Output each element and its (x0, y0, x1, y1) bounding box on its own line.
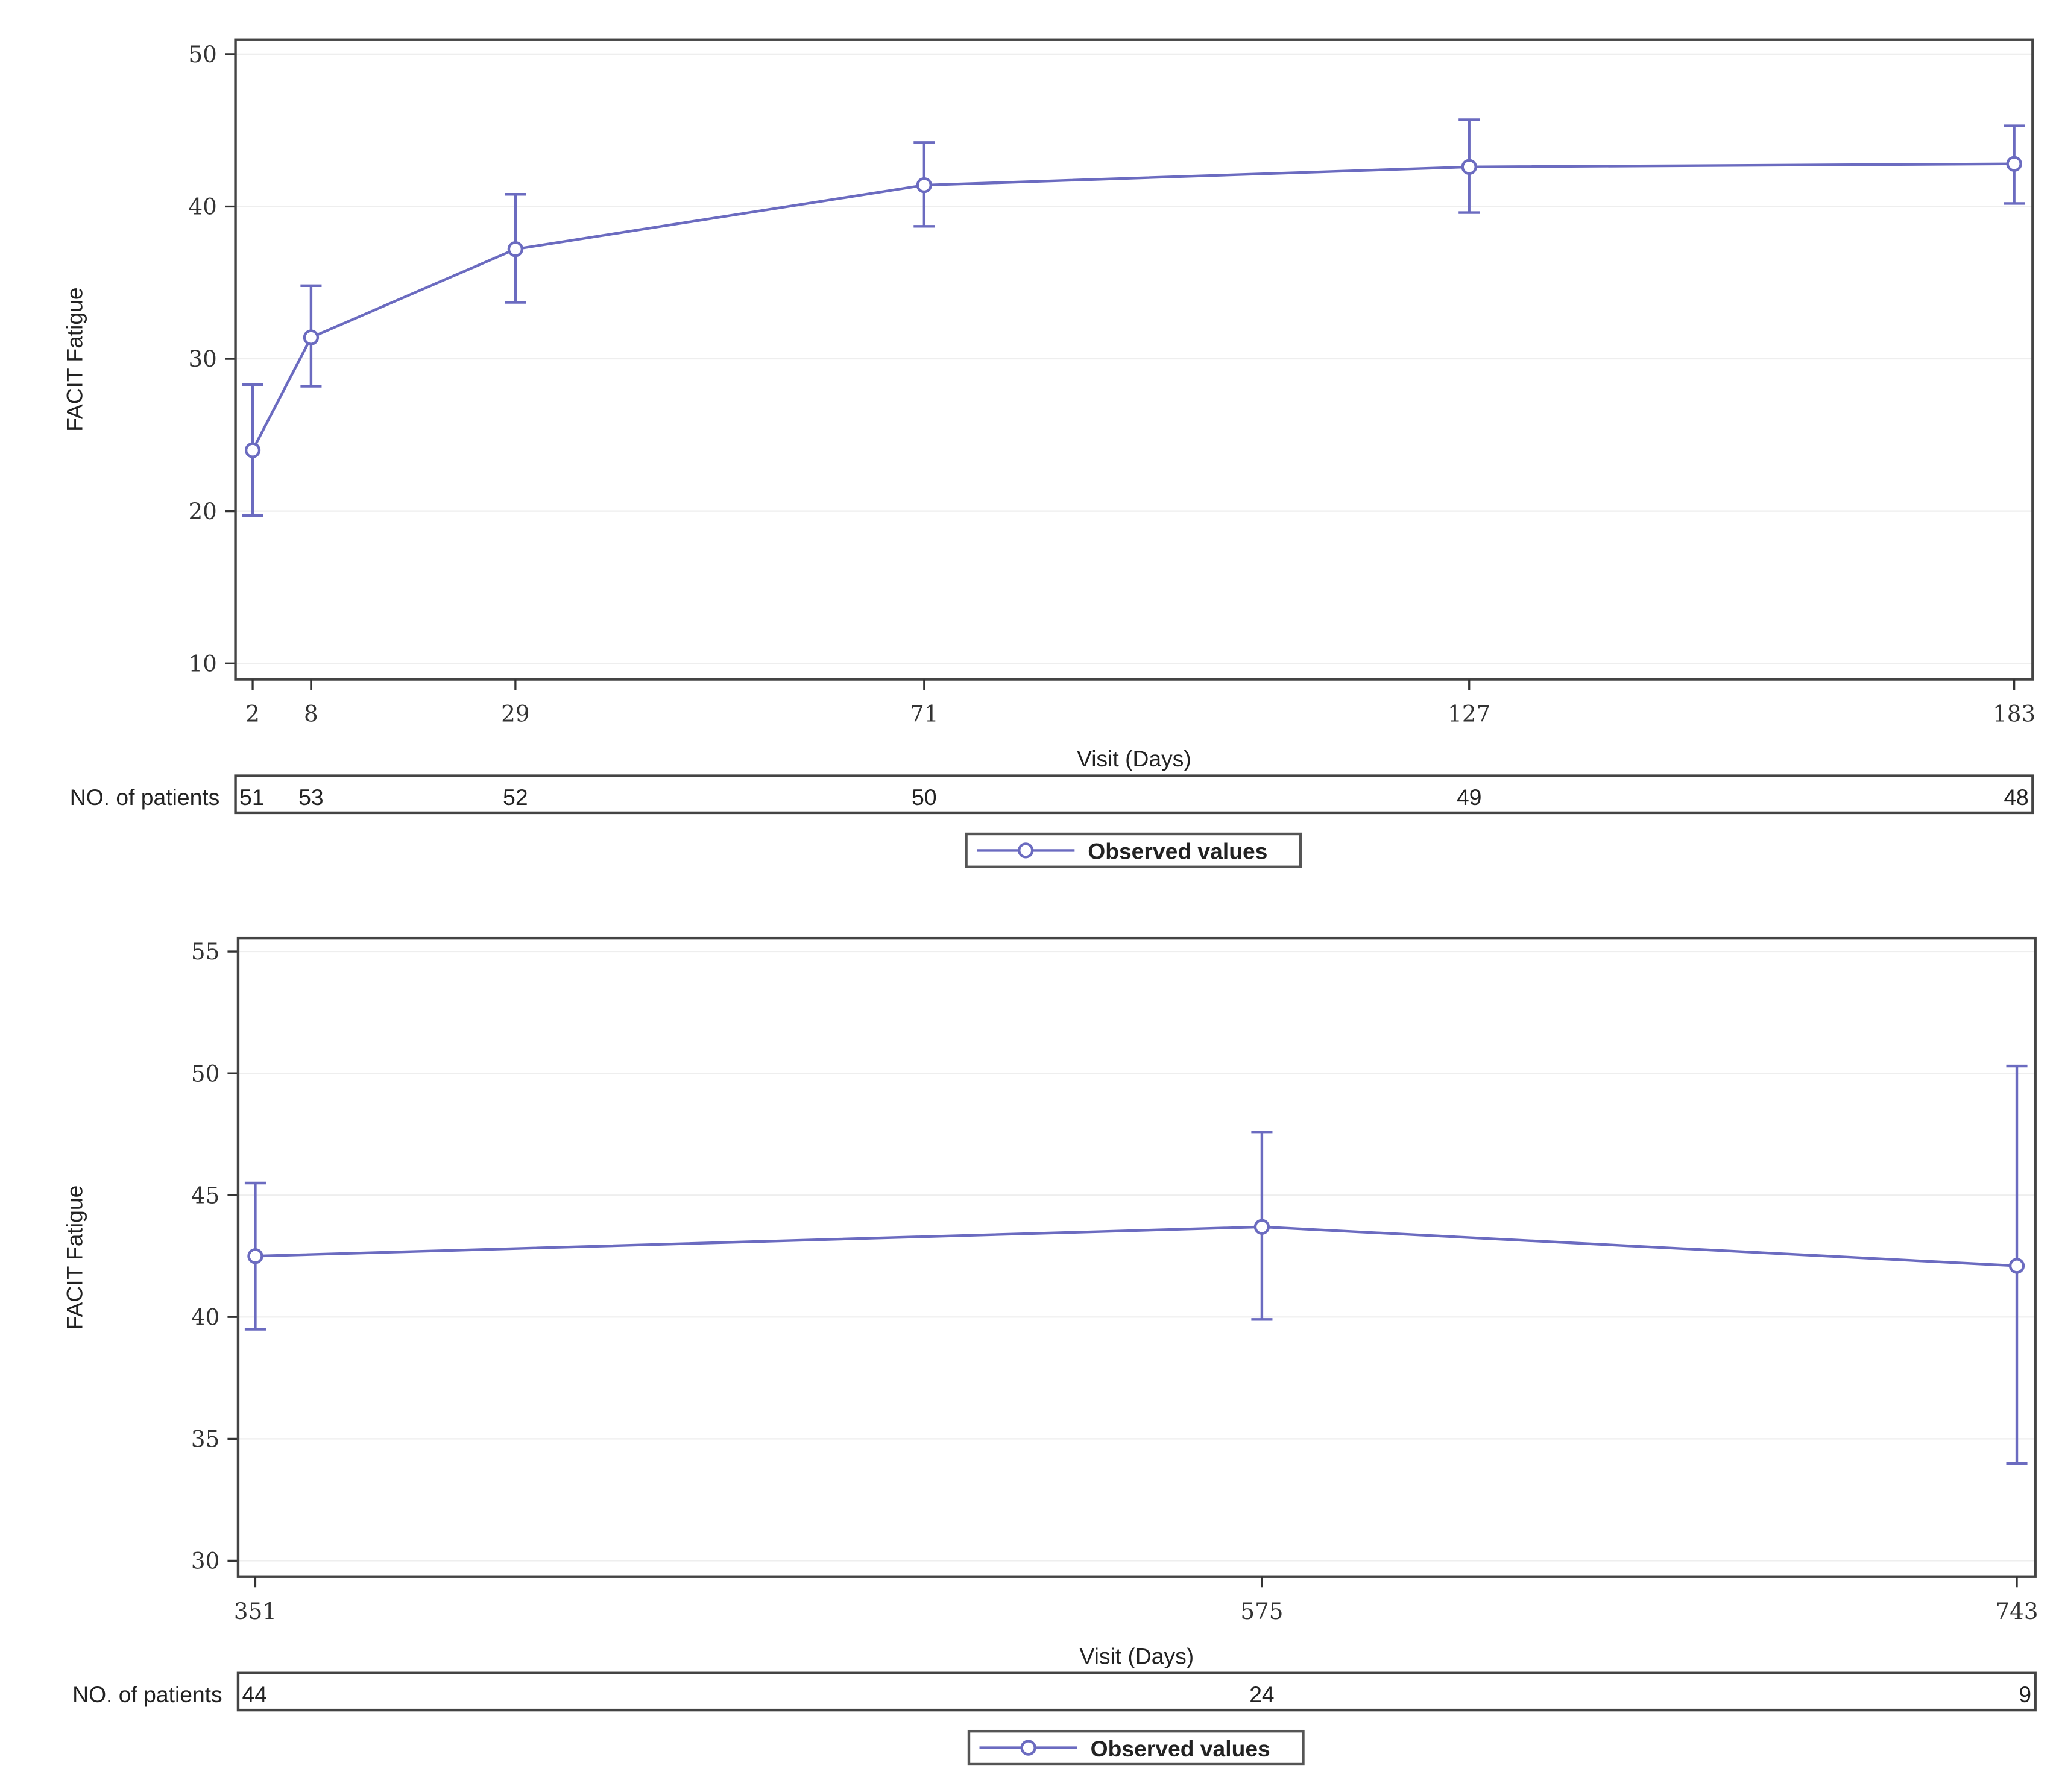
y-tick-label: 20 (188, 498, 216, 525)
legend-marker-icon (1018, 842, 1034, 859)
x-tick-label: 351 (234, 1598, 277, 1624)
data-point (507, 241, 524, 257)
legend-box (967, 1729, 1305, 1766)
y-tick-label: 45 (191, 1182, 219, 1208)
x-tick-label: 2 (245, 701, 260, 727)
series-line (251, 162, 2014, 451)
data-point (244, 442, 261, 458)
chart-panel-2: 30 35 40 45 50 55 351 575 743 Visit (Days) FACIT F… (61, 936, 2038, 1766)
patients-label: NO. of patients (72, 1682, 222, 1707)
x-tick-label: 29 (501, 701, 529, 727)
patients-label: NO. of patients (70, 784, 219, 810)
y-tick-label: 30 (191, 1548, 219, 1574)
patients-box (236, 1671, 2037, 1712)
y-tick-label: 10 (188, 650, 216, 677)
data-point (2006, 156, 2022, 172)
legend-label: Observed values (1091, 1736, 1270, 1761)
patients-count: 24 (1249, 1682, 1274, 1707)
y-axis-label: FACIT Fatigue (61, 287, 87, 431)
x-axis-label: Visit (Days) (1077, 746, 1191, 771)
x-axis-label: Visit (Days) (1079, 1643, 1194, 1668)
chart-panel-1: 10 20 30 40 50 2 8 29 71 127 183 Visit (Days) FACIT … (61, 38, 2035, 868)
plot-frame (234, 38, 2034, 681)
legend: Observed values (967, 1729, 1305, 1766)
patients-count: 49 (1457, 784, 1481, 810)
y-tick-label: 50 (188, 41, 216, 68)
plot-frame (236, 936, 2037, 1578)
y-tick-label: 35 (191, 1426, 219, 1453)
x-tick-label: 8 (304, 701, 318, 727)
y-axis-label: FACIT Fatigue (61, 1185, 87, 1330)
patients-count: 53 (298, 784, 323, 810)
y-tick-label: 55 (191, 938, 219, 965)
patients-count: 48 (2004, 784, 2028, 810)
patients-count: 9 (2019, 1682, 2031, 1707)
y-tick-label: 40 (188, 194, 216, 220)
patients-count: 44 (242, 1682, 267, 1707)
x-tick-label: 127 (1448, 701, 1490, 727)
data-point (247, 1248, 263, 1264)
x-tick-label: 71 (910, 701, 938, 727)
data-point (916, 177, 932, 194)
data-point (1461, 159, 1477, 175)
patients-count: 52 (503, 784, 528, 810)
x-tick-label: 743 (1995, 1598, 2038, 1624)
legend-marker-icon (1020, 1740, 1036, 1756)
data-point (1253, 1219, 1270, 1235)
x-tick-label: 183 (1993, 701, 2035, 727)
series-line (255, 1225, 2017, 1267)
y-tick-label: 40 (191, 1304, 219, 1330)
x-tick-label: 575 (1240, 1598, 1283, 1624)
data-point (2008, 1258, 2025, 1274)
y-tick-label: 30 (188, 345, 216, 372)
patients-count: 51 (239, 784, 264, 810)
y-tick-label: 50 (191, 1060, 219, 1087)
patients-box (234, 774, 2034, 815)
data-point (303, 329, 320, 345)
legend: Observed values (965, 832, 1302, 868)
patients-count: 50 (912, 784, 936, 810)
legend-label: Observed values (1088, 839, 1267, 864)
